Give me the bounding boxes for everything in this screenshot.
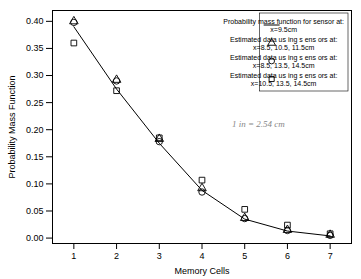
svg-text:Probability mass function for: Probability mass function for sensor at:… <box>223 18 344 33</box>
svg-text:3: 3 <box>157 251 162 261</box>
svg-text:0.40: 0.40 <box>26 16 44 26</box>
svg-text:5: 5 <box>242 251 247 261</box>
svg-text:1 in = 2.54 cm: 1 in = 2.54 cm <box>232 119 285 129</box>
svg-text:7: 7 <box>328 251 333 261</box>
svg-text:Memory Cells: Memory Cells <box>174 266 230 276</box>
svg-text:Estimated data us ing s ens or: Estimated data us ing s ens ors at:x=8.5… <box>230 54 337 69</box>
svg-text:0.25: 0.25 <box>26 97 44 107</box>
svg-text:2: 2 <box>114 251 119 261</box>
svg-text:1: 1 <box>71 251 76 261</box>
svg-text:Estimated data us ing s ens or: Estimated data us ing s ens ors at:x=8.5… <box>230 36 337 51</box>
svg-text:0.05: 0.05 <box>26 206 44 216</box>
svg-text:6: 6 <box>285 251 290 261</box>
svg-text:0.15: 0.15 <box>26 152 44 162</box>
svg-text:Estimated data us ing s ens or: Estimated data us ing s ens ors at:x=10.… <box>230 72 337 87</box>
svg-text:Probability Mass Function: Probability Mass Function <box>7 75 17 178</box>
svg-text:4: 4 <box>199 251 204 261</box>
svg-text:0.30: 0.30 <box>26 70 44 80</box>
svg-text:0.10: 0.10 <box>26 179 44 189</box>
svg-text:0.00: 0.00 <box>26 233 44 243</box>
svg-text:0.35: 0.35 <box>26 43 44 53</box>
svg-text:0.20: 0.20 <box>26 125 44 135</box>
